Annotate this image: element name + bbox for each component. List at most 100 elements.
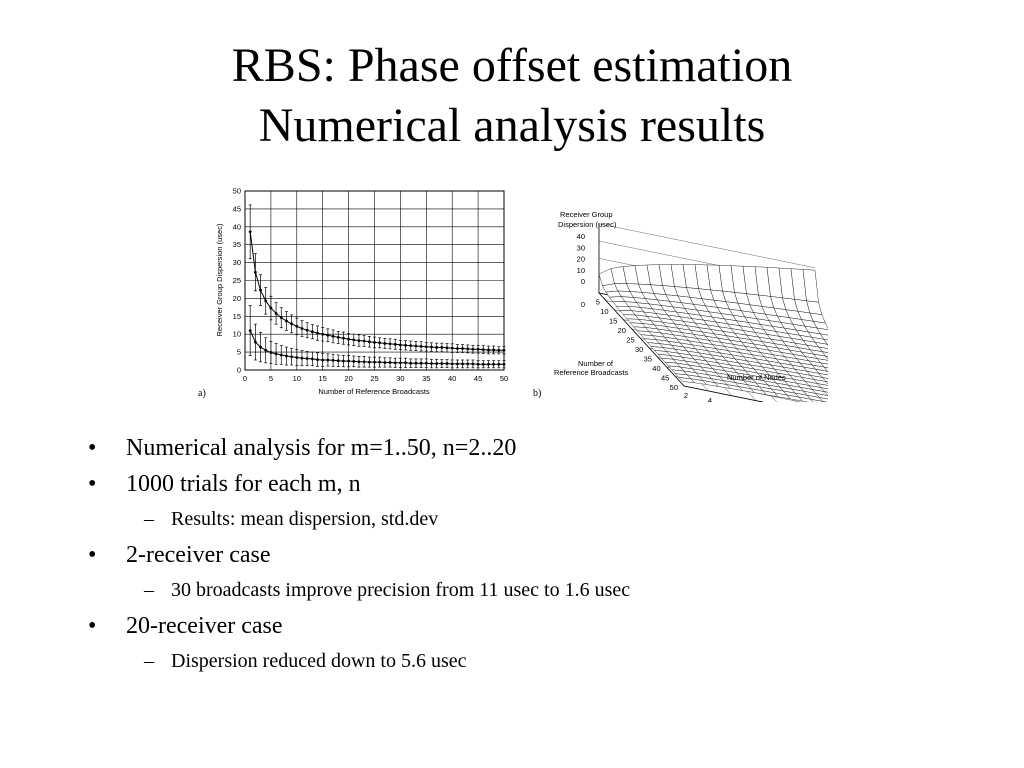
- chart-a-data-point: [481, 362, 485, 366]
- chart-a-data-point: [435, 346, 439, 349]
- chart-a-x-tick-label: 20: [344, 374, 352, 383]
- chart-a-data-point: [409, 344, 413, 348]
- chart-a-data-point: [352, 360, 356, 363]
- chart-a-data-point: [502, 348, 506, 352]
- chart-b-y-axis-label-line2: Reference Broadcasts: [554, 368, 628, 377]
- chart-b-surface-cell: [826, 344, 828, 346]
- chart-a-x-tick-label: 0: [243, 374, 247, 383]
- chart-a-data-point: [316, 331, 319, 335]
- sub-bullet-marker: –: [144, 508, 154, 530]
- chart-b-surface-cell: [825, 355, 828, 360]
- chart-a-y-tick-label: 30: [233, 258, 241, 267]
- chart-a-series: [248, 204, 506, 369]
- chart-a-data-point: [259, 345, 262, 349]
- chart-a-data-point: [326, 358, 330, 362]
- chart-a-x-axis-label: Number of Reference Broadcasts: [318, 387, 430, 396]
- chart-a-data-point: [331, 334, 335, 338]
- chart-a-data-point: [424, 345, 428, 349]
- chart-a-data-point: [274, 312, 278, 315]
- chart-b-z-axis-label-line1: Receiver Group: [560, 210, 613, 219]
- chart-a-data-point: [471, 362, 475, 366]
- chart-a-data-point: [264, 299, 268, 303]
- bullet-text: Numerical analysis for m=1..50, n=2..20: [126, 435, 517, 461]
- chart-a-data-point: [285, 354, 288, 358]
- chart-a-data-point: [269, 306, 273, 310]
- chart-a-data-point: [476, 362, 480, 366]
- chart-a-data-point: [388, 342, 392, 346]
- chart-a-data-point: [285, 319, 288, 323]
- chart-a-data-point: [461, 362, 464, 366]
- chart-a-data-point: [259, 288, 262, 292]
- chart-a-data-point: [487, 362, 490, 366]
- chart-a-data-point: [295, 324, 299, 328]
- chart-a-x-tick-label: 15: [319, 374, 327, 383]
- chart-a-y-tick-label: 5: [237, 348, 241, 357]
- chart-a-data-point: [419, 361, 423, 365]
- bullet-item: • 1000 trials for each m, n: [0, 466, 1024, 502]
- chart-a-data-point: [471, 347, 475, 351]
- bullet-text: 2-receiver case: [126, 542, 271, 568]
- chart-a-data-point: [440, 346, 444, 349]
- chart-a-data-point: [362, 339, 366, 343]
- chart-b-surface-cell: [823, 339, 828, 345]
- sub-bullet-marker: –: [144, 650, 154, 672]
- bullet-list: • Numerical analysis for m=1..50, n=2..2…: [0, 430, 1024, 679]
- chart-a-data-point: [357, 339, 361, 343]
- sub-bullet-marker: –: [144, 579, 154, 601]
- chart-a-data-point: [404, 361, 407, 365]
- chart-a-y-tick-label: 15: [233, 312, 241, 321]
- chart-a-y-axis-label: Receiver Group Dispersion (usec): [215, 223, 224, 336]
- chart-a-data-point: [414, 361, 418, 365]
- chart-b-floor-tick-label: 0: [581, 300, 585, 309]
- title-line-2: Numerical analysis results: [258, 99, 766, 152]
- chart-b-y-tick-label: 50: [670, 383, 678, 392]
- chart-b-surface-cell: [823, 391, 828, 396]
- chart-a-panel-label: a): [198, 388, 206, 399]
- chart-a-data-point: [290, 322, 294, 326]
- chart-b-y-tick-label: 25: [626, 336, 634, 345]
- chart-a-data-point: [373, 341, 376, 344]
- chart-b-surface-cell: [818, 373, 828, 379]
- chart-b-z-tick-label: 30: [577, 243, 585, 252]
- sub-bullet-item: – 30 broadcasts improve precision from 1…: [0, 573, 1024, 608]
- sub-bullet-text: Results: mean dispersion, std.dev: [171, 508, 439, 530]
- chart-b-surface-cell: [815, 368, 828, 376]
- chart-a-data-point: [290, 355, 294, 359]
- chart-b-y-tick-label: 35: [644, 355, 652, 364]
- bullet-marker: •: [88, 471, 97, 497]
- sub-bullet-text: Dispersion reduced down to 5.6 usec: [171, 650, 467, 672]
- chart-a-x-tick-label: 25: [370, 374, 378, 383]
- chart-a-data-point: [435, 362, 439, 365]
- chart-a-data-point: [455, 347, 459, 350]
- chart-a-data-point: [445, 346, 449, 350]
- chart-a-data-point: [279, 316, 283, 320]
- chart-a-data-point: [367, 340, 371, 344]
- chart-b-surface-cell: [813, 379, 828, 386]
- chart-a-x-tick-label: 40: [448, 374, 456, 383]
- sub-bullet-item: – Results: mean dispersion, std.dev: [0, 502, 1024, 537]
- chart-b-z-axis-label-line2: Dispersion (usec): [558, 220, 617, 229]
- sub-bullet-item: – Dispersion reduced down to 5.6 usec: [0, 644, 1024, 679]
- chart-a-data-point: [466, 347, 470, 351]
- chart-a-x-tick-label: 30: [396, 374, 404, 383]
- chart-b-surface-cell: [819, 333, 828, 341]
- chart-a-data-point: [393, 342, 397, 346]
- chart-a-data-point: [430, 362, 433, 365]
- chart-a-data-point: [399, 361, 402, 365]
- chart-a-data-point: [362, 360, 366, 364]
- chart-a-data-point: [300, 327, 304, 330]
- chart-b-z-tick-label: 10: [577, 266, 585, 275]
- chart-b-y-tick-label: 5: [596, 298, 600, 307]
- chart-a-y-tick-label: 45: [233, 204, 241, 213]
- chart-a-x-tick-label: 10: [293, 374, 301, 383]
- chart-a-data-point: [310, 330, 314, 334]
- chart-b-y-tick-label: 10: [600, 307, 608, 316]
- chart-b-floor-gridline: [683, 385, 764, 402]
- chart-a-data-point: [378, 360, 382, 364]
- chart-b-panel-label: b): [533, 388, 541, 399]
- chart-a-data-point: [502, 362, 506, 366]
- chart-b-surface-cell: [821, 351, 828, 357]
- chart-a-data-point: [399, 343, 402, 347]
- chart-a-data-point: [305, 328, 309, 332]
- chart-a-data-point: [393, 361, 397, 365]
